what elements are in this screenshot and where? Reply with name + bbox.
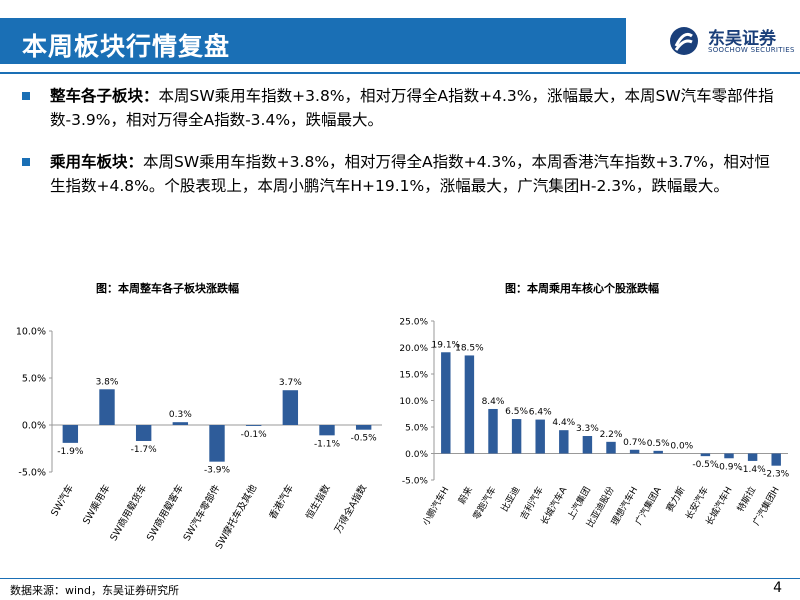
data-label: 3.8% — [96, 377, 119, 387]
bar-5 — [245, 425, 262, 426]
bar-2 — [488, 408, 498, 454]
bar-1 — [99, 389, 115, 425]
data-label: -1.7% — [131, 445, 158, 455]
chart-sector-returns: 10.0% 5.0% 0.0% -5.0% -1.9% SW汽车 3.8% SW乘用车 -1.7… — [16, 327, 382, 551]
data-label: -0.5% — [351, 434, 378, 444]
category-label: 长安汽车 — [683, 485, 711, 522]
page-number: 4 — [773, 580, 782, 596]
bar-14 — [771, 453, 781, 466]
bar-12 — [724, 453, 734, 459]
bar-1 — [464, 355, 475, 454]
y-tick-label: -5.0% — [18, 468, 46, 479]
category-label: SW商用载货车 — [107, 483, 149, 544]
page-title: 本周板块行情复盘 — [22, 32, 231, 61]
data-label: -1.4% — [740, 465, 767, 475]
y-tick-label: 25.0% — [400, 318, 428, 328]
bar-13 — [747, 453, 758, 461]
data-label: -1.9% — [57, 447, 84, 457]
bar-3 — [511, 419, 522, 454]
chart-stock-returns: 25.0% 20.0% 15.0% 10.0% 5.0% 0.0% -5.0% 19.1% 小鹏… — [400, 318, 790, 530]
bullet-square-icon — [22, 92, 30, 100]
bar-7 — [319, 425, 335, 436]
bullet-square-icon — [22, 158, 30, 166]
data-label: 0.7% — [623, 438, 646, 448]
bar-8 — [355, 425, 372, 430]
bullet-text: 本周SW乘用车指数+3.8%，相对万得全A指数+4.3%，涨幅最大，本周SW汽车… — [50, 87, 774, 129]
y-tick-label: -5.0% — [402, 477, 429, 487]
y-tick-label: 10.0% — [16, 327, 46, 338]
bar-0 — [441, 352, 451, 454]
logo-name-en: SOOCHOW SECURITIES — [708, 46, 795, 54]
category-label: 吉利汽车 — [517, 485, 545, 522]
bar-5 — [559, 430, 569, 454]
bar-7 — [606, 441, 616, 454]
bullet-label: 整车各子板块： — [50, 87, 159, 105]
bar-9 — [653, 450, 663, 454]
category-label: SW商用载客车 — [144, 483, 186, 544]
logo-mark-icon — [670, 27, 698, 55]
bar-2 — [135, 425, 152, 441]
logo-name-cn: 东吴证券 — [708, 29, 776, 49]
category-label: SW汽车 — [48, 483, 76, 519]
data-label: 0.3% — [169, 410, 192, 420]
data-label: 0.5% — [647, 439, 670, 449]
y-tick-label: 20.0% — [400, 344, 428, 354]
bullet-1: 整车各子板块：本周SW乘用车指数+3.8%，相对万得全A指数+4.3%，涨幅最大… — [22, 84, 782, 132]
category-label: 恒生指数 — [303, 482, 333, 521]
data-label: -2.3% — [763, 470, 790, 480]
data-label: -3.9% — [204, 466, 231, 476]
data-label: 0.0% — [670, 442, 693, 452]
bar-3 — [172, 422, 189, 425]
data-label: 6.5% — [505, 407, 528, 417]
bar-6 — [282, 390, 299, 425]
data-label: -0.5% — [692, 460, 719, 470]
data-label: 2.2% — [600, 430, 623, 440]
category-label: SW汽车零部件 — [181, 482, 223, 543]
category-label: 零跑汽车 — [470, 485, 498, 522]
category-label: 香港汽车 — [267, 483, 296, 522]
bar-0 — [62, 425, 79, 443]
bullet-text: 本周SW乘用车指数+3.8%，相对万得全A指数+4.3%，本周香港汽车指数+3.… — [50, 153, 770, 195]
chart-1-title: 图：本周整车各子板块涨跌幅 — [96, 282, 239, 295]
category-label: 小鹏汽车H — [420, 485, 452, 528]
bar-8 — [629, 449, 640, 454]
category-label: 比亚迪 — [498, 485, 522, 514]
data-label: -1.1% — [314, 439, 341, 449]
data-label: -0.1% — [241, 430, 268, 440]
bar-4 — [209, 425, 225, 462]
y-tick-label: 0.0% — [22, 421, 46, 432]
bar-4 — [535, 419, 545, 454]
data-label: 19.1% — [432, 340, 461, 350]
data-label: 6.4% — [529, 408, 552, 418]
y-tick-label: 15.0% — [400, 371, 428, 381]
chart-2-title: 图：本周乘用车核心个股涨跌幅 — [505, 282, 659, 295]
category-label: SW乘用车 — [80, 483, 112, 527]
category-label: 万得全A指数 — [332, 482, 370, 535]
category-label: 蔚来 — [456, 485, 475, 507]
header-rule — [0, 72, 800, 74]
category-label: 上汽集团 — [565, 485, 593, 522]
bullet-label: 乘用车板块： — [50, 153, 144, 171]
category-label: 特斯拉 — [734, 485, 758, 514]
data-label: 18.5% — [455, 343, 484, 353]
data-label: 4.4% — [552, 418, 575, 428]
data-label: 8.4% — [482, 397, 505, 407]
footer-rule — [0, 578, 800, 579]
data-label: -0.9% — [716, 462, 743, 472]
y-tick-label: 0.0% — [405, 450, 428, 460]
bullet-2: 乘用车板块：本周SW乘用车指数+3.8%，相对万得全A指数+4.3%，本周香港汽… — [22, 150, 782, 198]
bar-6 — [582, 436, 593, 454]
y-tick-label: 5.0% — [22, 374, 46, 385]
category-label: 赛力斯 — [663, 485, 687, 514]
logo — [670, 27, 698, 55]
bar-11 — [700, 453, 711, 457]
title-bar — [0, 18, 626, 64]
data-source: 数据来源：wind，东吴证券研究所 — [10, 584, 180, 597]
data-label: 3.3% — [576, 424, 599, 434]
y-tick-label: 10.0% — [400, 397, 428, 407]
data-label: 3.7% — [279, 378, 302, 388]
y-tick-label: 5.0% — [405, 424, 428, 434]
